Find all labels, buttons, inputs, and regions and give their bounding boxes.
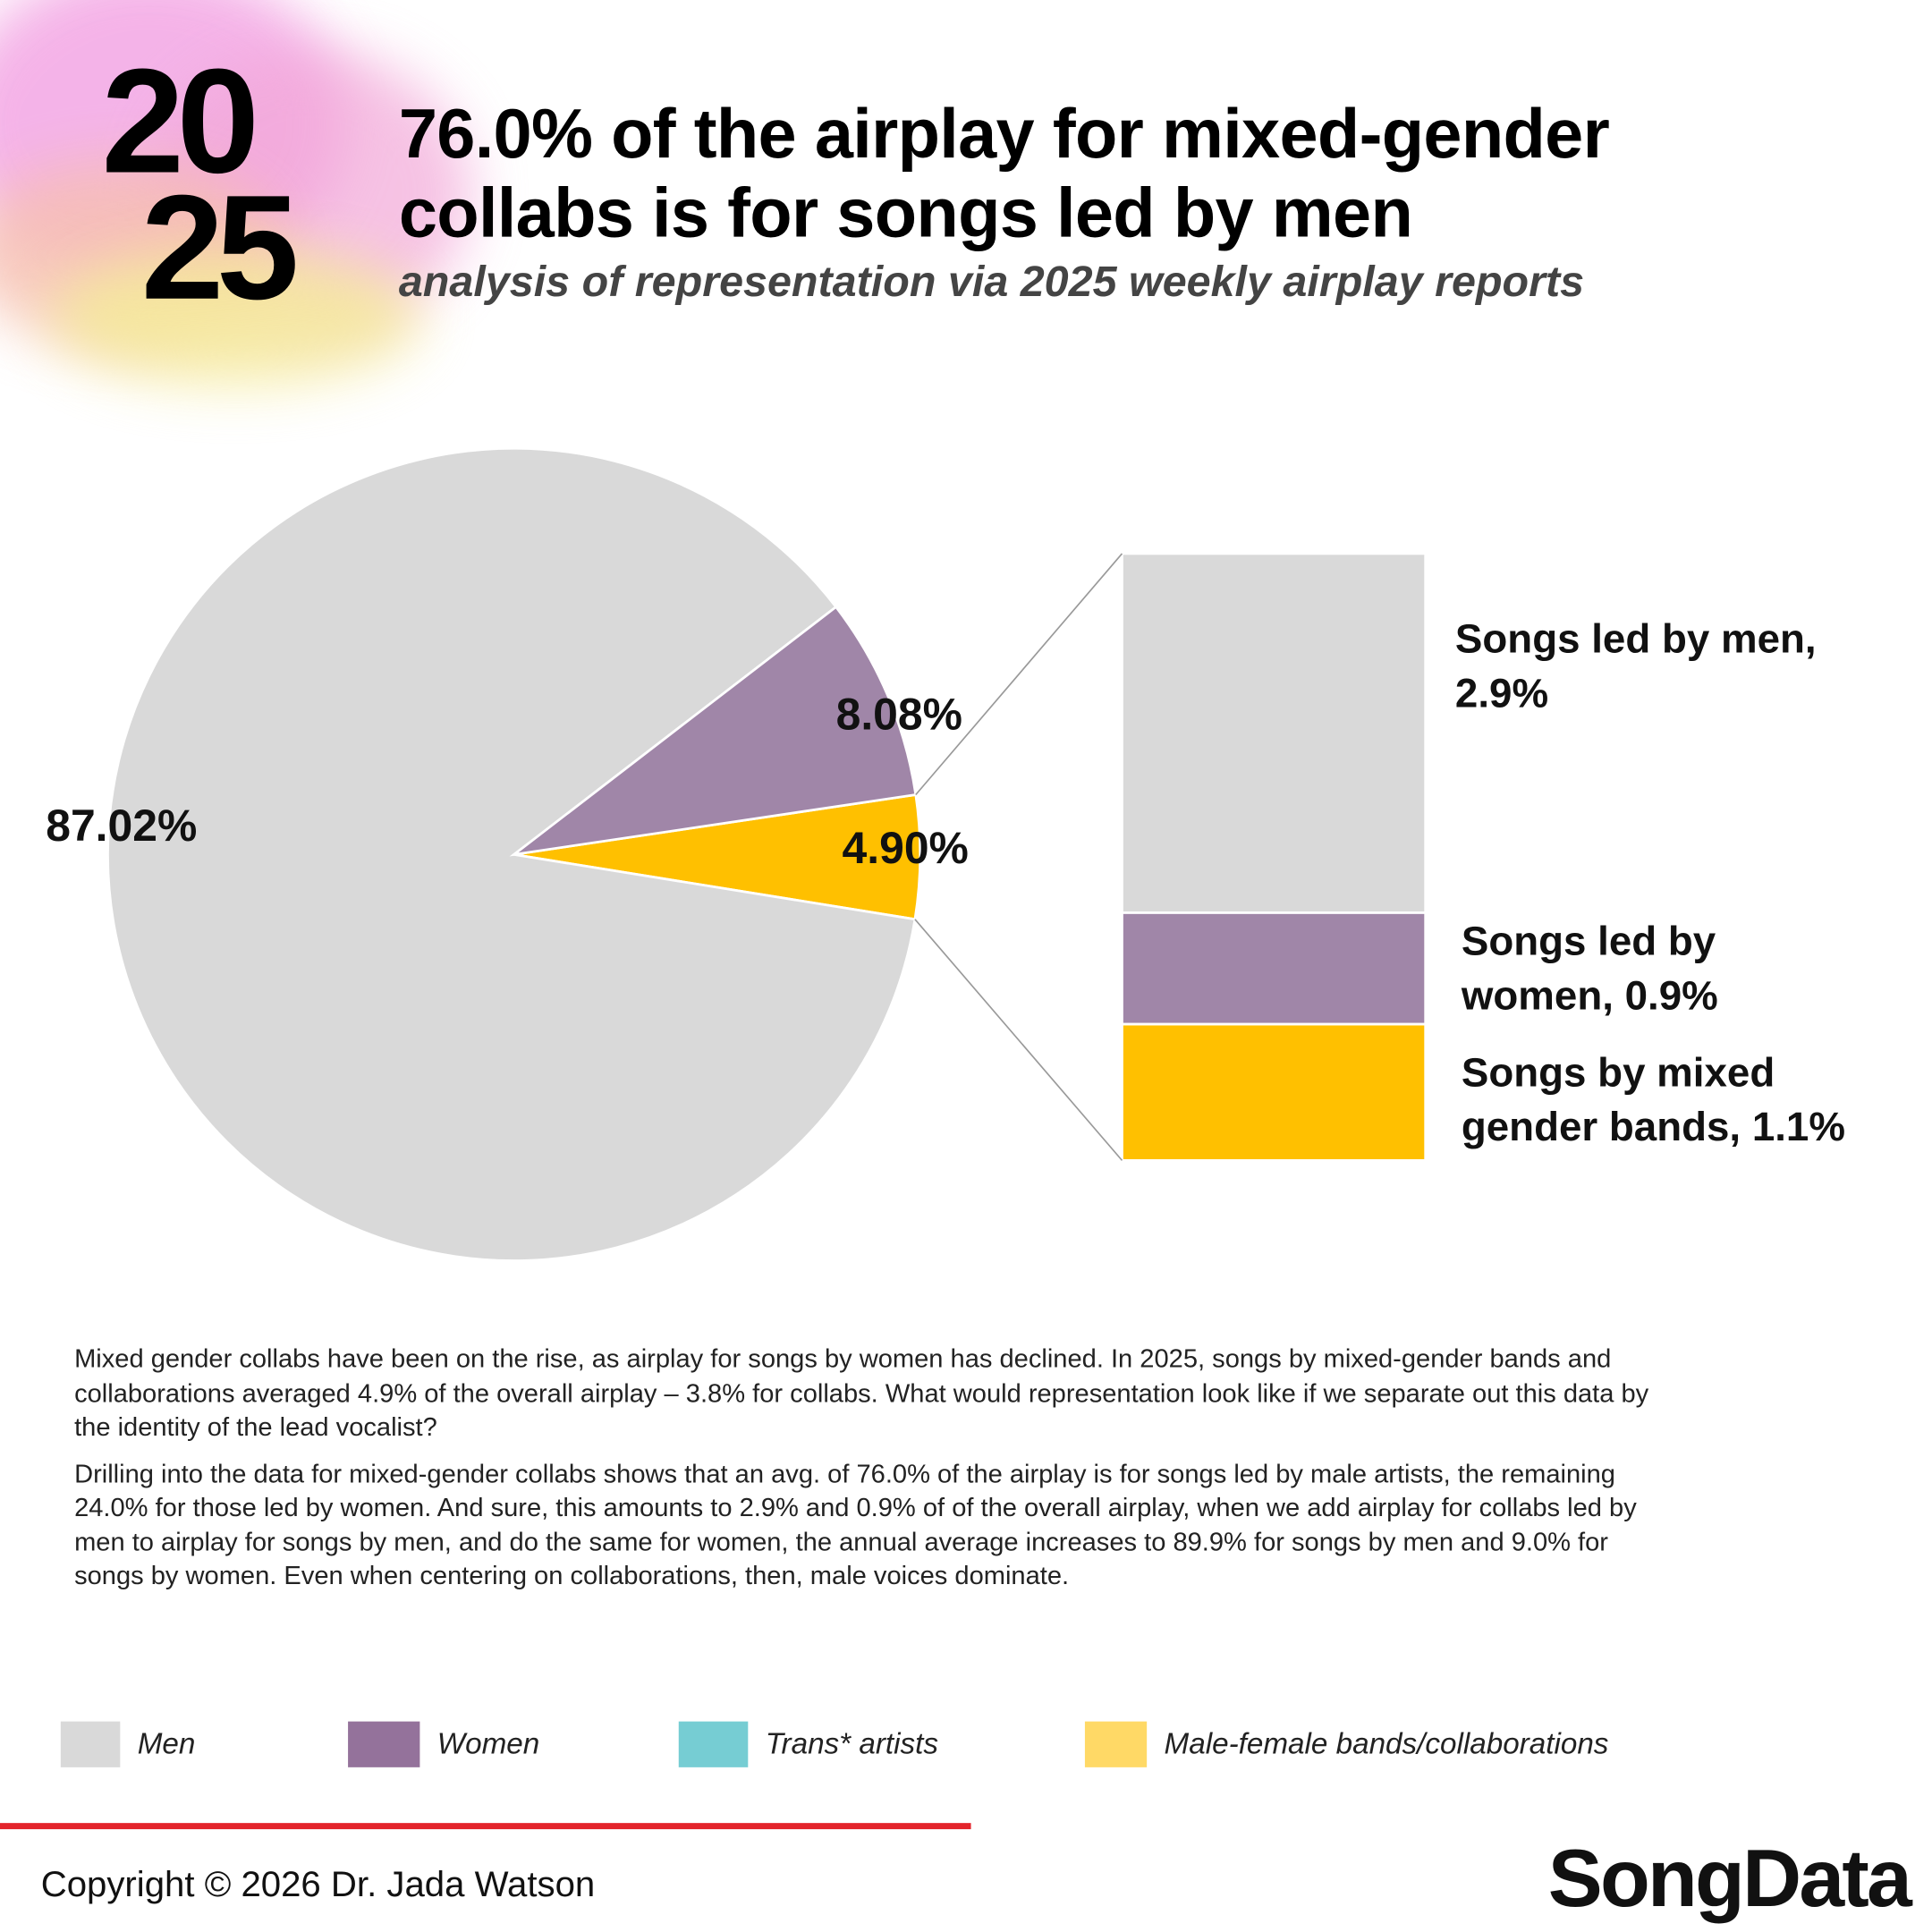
- pie-of-bar-chart: [106, 446, 1428, 1262]
- bar-label-women: Songs led by women, 0.9%: [1462, 914, 1932, 1023]
- legend-label: Women: [436, 1726, 540, 1761]
- body-text: Mixed gender collabs have been on the ri…: [74, 1343, 1684, 1606]
- legend-swatch: [678, 1721, 749, 1767]
- legend-label: Trans* artists: [765, 1726, 938, 1761]
- divider-line: [0, 1823, 971, 1830]
- legend-item-trans: Trans* artists: [678, 1721, 938, 1767]
- year-bottom: 25: [140, 165, 300, 331]
- copyright: Copyright © 2026 Dr. Jada Watson: [40, 1865, 596, 1905]
- pie-slice-women: [509, 605, 918, 857]
- subtitle: analysis of representation via 2025 week…: [398, 257, 1585, 306]
- legend-swatch: [1084, 1721, 1148, 1767]
- legend-label: Men: [137, 1726, 196, 1761]
- bar-label-men: Songs led by men, 2.9%: [1455, 612, 1926, 721]
- legend-swatch: [348, 1721, 420, 1767]
- legend-item-women: Women: [348, 1721, 540, 1767]
- bar-segment-women: [1121, 911, 1428, 1026]
- pie-slice-men: [106, 446, 917, 1262]
- connector-line-top: [915, 553, 1123, 796]
- bar-label-men-line1: Songs led by men,: [1454, 615, 1817, 662]
- bar-label-women-line2: women, 0.9%: [1461, 971, 1718, 1019]
- songdata-logo: SongData: [1547, 1831, 1912, 1924]
- connector-line-bottom: [914, 919, 1123, 1161]
- pie-label-mixed: 4.90%: [842, 822, 969, 874]
- bar-label-mixed: Songs by mixed gender bands, 1.1%: [1462, 1046, 1932, 1155]
- bar-segment-men: [1121, 552, 1428, 914]
- bar-label-mixed-line1: Songs by mixed: [1461, 1048, 1775, 1095]
- bar-label-mixed-line2: gender bands, 1.1%: [1461, 1103, 1845, 1149]
- title-line-1: 76.0% of the airplay for mixed-gender: [398, 94, 1610, 173]
- bar-segment-mixed: [1121, 1022, 1428, 1162]
- legend-label: Male-female bands/collaborations: [1164, 1726, 1609, 1761]
- legend-item-mixed: Male-female bands/collaborations: [1084, 1721, 1609, 1767]
- bar-label-men-line2: 2.9%: [1454, 670, 1549, 716]
- page-title: 76.0% of the airplay for mixed-gender co…: [398, 94, 1610, 252]
- body-paragraph-1: Mixed gender collabs have been on the ri…: [74, 1344, 1649, 1442]
- year-top: 20: [101, 38, 260, 205]
- title-line-2: collabs is for songs led by men: [398, 173, 1413, 252]
- pie-label-men: 87.02%: [46, 800, 198, 852]
- bar-label-women-line1: Songs led by: [1461, 917, 1716, 964]
- pie-label-women: 8.08%: [835, 688, 962, 740]
- legend-swatch: [60, 1721, 121, 1767]
- body-paragraph-2: Drilling into the data for mixed-gender …: [74, 1459, 1637, 1590]
- legend-item-men: Men: [60, 1721, 196, 1767]
